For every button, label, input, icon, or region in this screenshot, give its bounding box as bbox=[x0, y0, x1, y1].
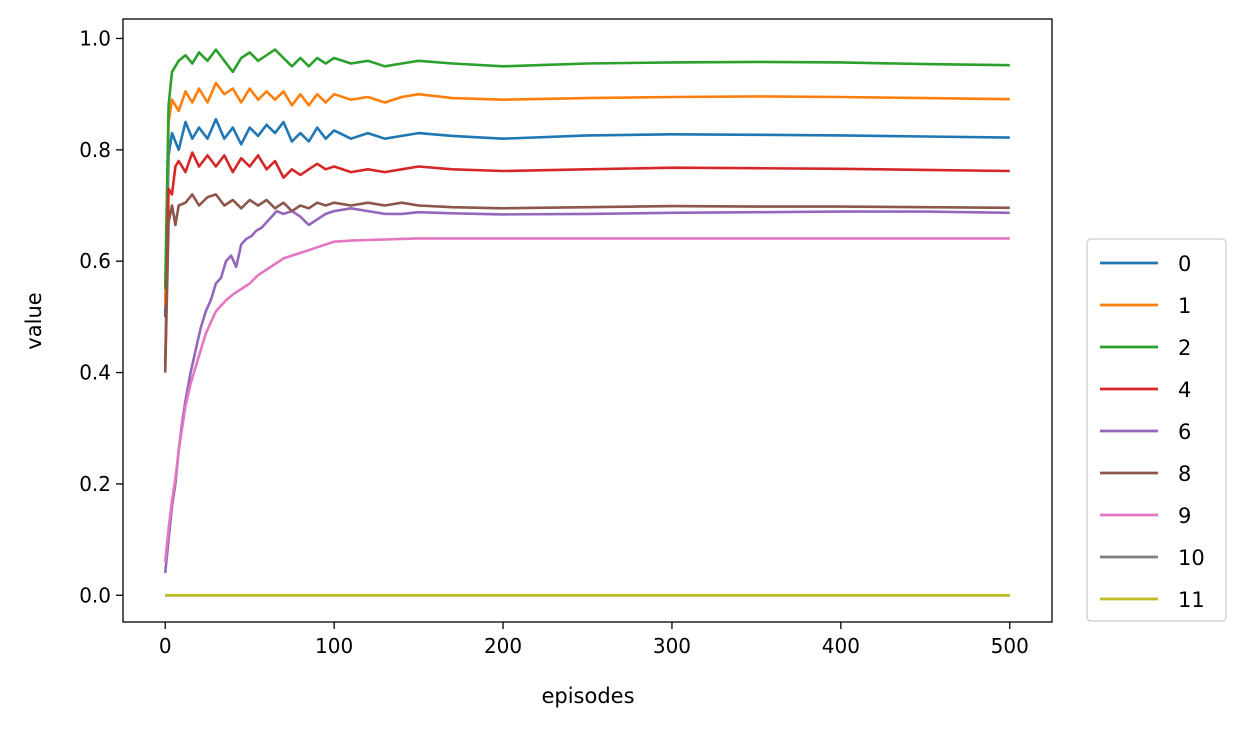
x-tick-label: 300 bbox=[653, 634, 691, 658]
y-axis-ticks: 0.0 0.2 0.4 0.6 0.8 1.0 bbox=[79, 26, 123, 607]
y-tick-label: 0.2 bbox=[79, 472, 111, 496]
legend: 0 1 2 4 6 8 9 10 11 bbox=[1086, 238, 1227, 622]
plot-lines bbox=[163, 48, 1010, 597]
legend-label-4: 4 bbox=[1178, 378, 1191, 402]
series-line-9 bbox=[163, 237, 1010, 563]
x-tick-label: 0 bbox=[159, 634, 172, 658]
legend-label-6: 6 bbox=[1178, 420, 1191, 444]
x-axis-label: episodes bbox=[541, 684, 634, 708]
series-line-8 bbox=[163, 193, 1010, 373]
series-line-4 bbox=[163, 151, 1010, 368]
y-tick-label: 1.0 bbox=[79, 26, 111, 50]
series-line-2 bbox=[163, 48, 1010, 290]
series-line-0 bbox=[163, 117, 1010, 317]
x-tick-label: 100 bbox=[315, 634, 353, 658]
y-axis-label: value bbox=[22, 292, 46, 349]
legend-label-0: 0 bbox=[1178, 252, 1191, 276]
legend-label-9: 9 bbox=[1178, 504, 1191, 528]
series-line-1 bbox=[163, 81, 1010, 306]
series-line-6 bbox=[163, 207, 1010, 574]
y-tick-label: 0.4 bbox=[79, 361, 111, 385]
x-tick-label: 200 bbox=[484, 634, 522, 658]
x-tick-label: 400 bbox=[822, 634, 860, 658]
legend-label-1: 1 bbox=[1178, 294, 1191, 318]
plot-frame bbox=[122, 18, 1053, 623]
x-axis-ticks: 0 100 200 300 400 500 bbox=[159, 622, 1029, 658]
legend-items: 0 1 2 4 6 8 9 10 11 bbox=[1100, 252, 1205, 612]
y-tick-label: 0.0 bbox=[79, 583, 111, 607]
y-tick-label: 0.8 bbox=[79, 138, 111, 162]
legend-label-10: 10 bbox=[1178, 546, 1205, 570]
legend-label-2: 2 bbox=[1178, 336, 1191, 360]
legend-label-11: 11 bbox=[1178, 588, 1205, 612]
x-tick-label: 500 bbox=[991, 634, 1029, 658]
legend-label-8: 8 bbox=[1178, 462, 1191, 486]
y-tick-label: 0.6 bbox=[79, 249, 111, 273]
